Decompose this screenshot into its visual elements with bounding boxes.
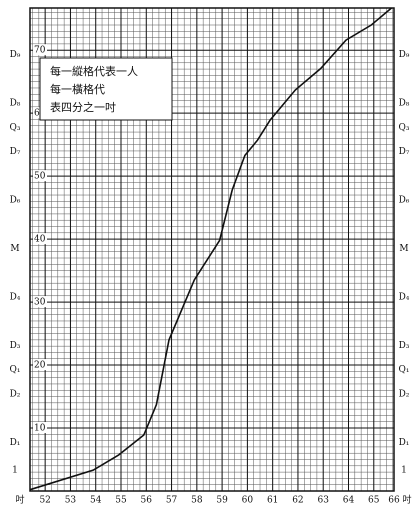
x-tick-label: 57	[166, 496, 178, 506]
tick-label-bg	[33, 422, 47, 434]
tick-label-bg	[33, 44, 47, 56]
x-tick-label: 59	[216, 496, 228, 506]
x-tick-label: 55	[115, 496, 127, 506]
legend-box	[39, 57, 173, 121]
decile-label: D₄	[10, 293, 21, 303]
x-tick-label: 58	[191, 496, 203, 506]
decile-label: D₁	[10, 438, 21, 448]
x-tick-label: 53	[65, 496, 77, 506]
decile-label: D₁	[399, 438, 410, 448]
x-tick-label: 65	[368, 496, 380, 506]
x-tick-label: 60	[242, 496, 254, 506]
y-tick-label: 50	[34, 172, 46, 182]
legend-text: 表四分之一吋	[50, 100, 116, 114]
plot-frame	[29, 7, 395, 492]
decile-label: M	[399, 244, 408, 254]
tick-label-bg	[33, 233, 47, 245]
decile-label: D₉	[399, 50, 410, 60]
decile-label: D₆	[10, 196, 21, 206]
y-tick-label: 10	[34, 424, 46, 434]
decile-label: Q₁	[10, 365, 21, 375]
y-tick-label: 20	[34, 361, 46, 371]
y-tick-label: 40	[34, 235, 46, 245]
decile-label: D₃	[10, 341, 21, 351]
decile-label: Q₃	[10, 123, 21, 133]
y-tick-label: 70	[34, 46, 46, 56]
decile-label: Q₁	[399, 365, 410, 375]
x-axis-label: 吋	[402, 495, 411, 506]
decile-label: 1	[12, 466, 18, 476]
decile-label: 1	[401, 466, 407, 476]
x-tick-label: 56	[141, 496, 153, 506]
decile-label: D₂	[10, 390, 21, 400]
decile-label: D₇	[10, 147, 21, 157]
data-line	[29, 7, 393, 491]
decile-label: D₃	[399, 341, 410, 351]
decile-label: D₂	[399, 390, 410, 400]
decile-label: D₈	[399, 99, 410, 109]
x-tick-label: 52	[39, 496, 50, 506]
decile-label: M	[10, 244, 19, 254]
decile-label: D₈	[10, 99, 21, 109]
x-tick-label: 62	[292, 496, 303, 506]
x-tick-label: 64	[343, 496, 355, 506]
decile-label: D₇	[399, 147, 410, 157]
tick-label-bg	[33, 170, 47, 182]
tick-label-bg	[33, 359, 47, 371]
x-tick-label: 66	[388, 496, 400, 506]
decile-label: D₆	[399, 196, 410, 206]
tick-label-bg	[33, 296, 47, 308]
x-tick-label: 54	[90, 496, 102, 506]
decile-label: D₄	[399, 293, 410, 303]
x-axis-label: 吋	[15, 495, 24, 506]
decile-label: D₉	[10, 50, 21, 60]
legend-text: 每一橫格代	[50, 82, 105, 96]
legend-text: 每一縱格代表一人	[50, 64, 138, 78]
x-tick-label: 63	[317, 496, 329, 506]
x-tick-label: 61	[267, 496, 278, 506]
decile-label: Q₃	[399, 123, 410, 133]
y-tick-label: 30	[34, 298, 46, 308]
